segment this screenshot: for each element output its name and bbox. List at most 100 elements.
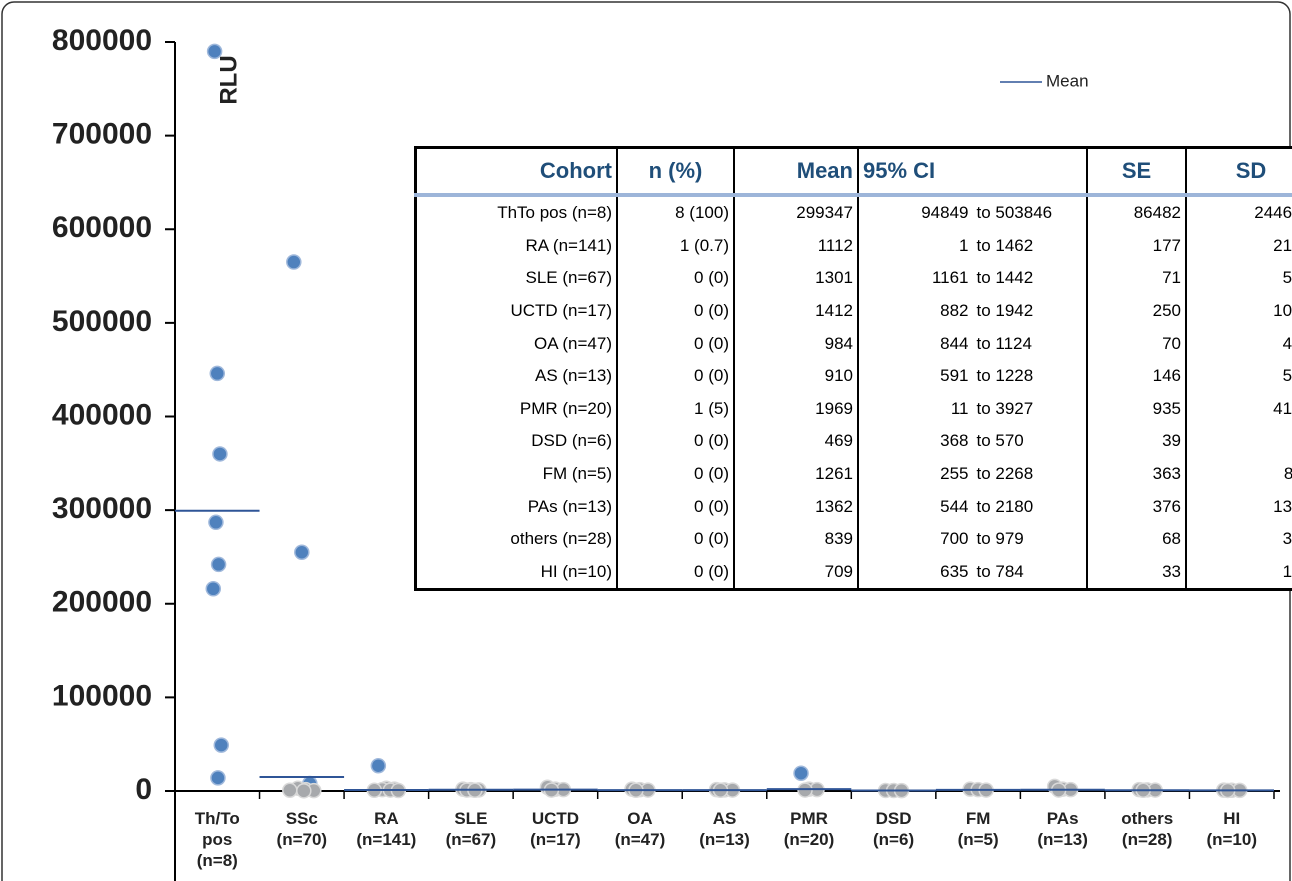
table-cell: 0 (0) xyxy=(616,490,734,523)
table-cell: SLE (n=67) xyxy=(525,268,612,288)
table-cell: 527 xyxy=(1185,359,1292,393)
table-cell: 1 (5) xyxy=(616,392,734,426)
table-cell: UCTD (n=17) xyxy=(510,301,612,321)
table-cell: 1969 xyxy=(733,392,858,426)
table-cell: 1 (0.7) xyxy=(616,229,734,263)
table-cell: 839 xyxy=(733,522,858,556)
table-cell: to 1442 xyxy=(976,268,1034,288)
table-cell: 544 xyxy=(857,490,973,523)
table-cell: ThTo pos (n=8) xyxy=(497,203,612,223)
data-point xyxy=(296,783,312,799)
table-cell: 591 xyxy=(857,359,973,393)
table-cell: to 3927 xyxy=(976,398,1034,418)
table-cell: 4183 xyxy=(1185,392,1292,426)
x-tick-line: others xyxy=(1121,809,1173,828)
table-cell: to 1462 xyxy=(976,235,1034,255)
table-cell: 910 xyxy=(733,359,858,393)
table-cell: to 979 xyxy=(976,529,1024,549)
legend-label: Mean xyxy=(1046,71,1089,90)
x-tick-line: (n=8) xyxy=(197,851,238,870)
table-cell: 11 xyxy=(857,392,973,426)
table-cell: 96 xyxy=(1185,425,1292,458)
data-point xyxy=(205,581,222,597)
table-cell: 0 (0) xyxy=(616,359,734,393)
table-cell: 1 xyxy=(857,229,973,263)
table-cell: HI (n=10) xyxy=(540,561,612,581)
x-tick-line: RA xyxy=(374,809,399,828)
table-cell: 363 xyxy=(1086,457,1186,491)
table-cell: 255 xyxy=(857,457,973,491)
table-cell: to 2180 xyxy=(976,496,1034,516)
table-cell: 0 (0) xyxy=(616,294,734,328)
table-cell: 94849 xyxy=(857,195,973,230)
table-cell: PAs (n=13) xyxy=(527,496,612,516)
table-cell: 882 xyxy=(857,294,973,328)
x-tick-label: SSc (n=70) xyxy=(277,809,328,849)
x-tick-line: SLE xyxy=(454,809,487,828)
table-cell: AS (n=13) xyxy=(534,366,612,386)
table-cell: 244609 xyxy=(1185,195,1292,230)
table-cell: 376 xyxy=(1086,490,1186,523)
table-cell: 1412 xyxy=(733,294,858,328)
data-point xyxy=(210,770,226,786)
table-cell: 1354 xyxy=(1185,490,1292,523)
data-point xyxy=(212,446,228,462)
x-tick-line: AS xyxy=(713,809,737,828)
data-point xyxy=(294,544,310,561)
x-tick-line: FM xyxy=(966,809,991,828)
table-cell: 844 xyxy=(857,327,973,360)
y-tick-label: 0 xyxy=(135,773,152,806)
table-cell: PMR (n=20) xyxy=(519,398,612,418)
x-tick-label: AS (n=13) xyxy=(699,809,750,849)
table-cell: 8 (100) xyxy=(616,195,734,230)
table-cell: OA (n=47) xyxy=(534,333,612,353)
x-tick-line: (n=17) xyxy=(530,830,581,849)
data-point xyxy=(213,737,230,753)
table-cell: 709 xyxy=(733,555,858,590)
table-cell: 359 xyxy=(1185,522,1292,556)
table-cell: 935 xyxy=(1086,392,1186,426)
y-tick-label: 700000 xyxy=(52,118,152,151)
x-tick-label: PMR (n=20) xyxy=(784,809,835,849)
table-cell: to 2268 xyxy=(976,464,1034,484)
x-tick-line: (n=28) xyxy=(1122,830,1173,849)
x-tick-line: OA xyxy=(627,809,653,828)
data-point xyxy=(208,514,224,531)
x-tick-line: UCTD xyxy=(532,809,579,828)
x-tick-line: (n=67) xyxy=(446,830,497,849)
table-cell: 577 xyxy=(1185,262,1292,295)
header-cell: Mean xyxy=(733,147,858,197)
table-cell: 177 xyxy=(1086,229,1186,263)
x-tick-label: OA (n=47) xyxy=(615,809,666,849)
table-cell: 477 xyxy=(1185,327,1292,360)
header-cell: SD xyxy=(1185,147,1292,197)
table-cell: to 784 xyxy=(976,561,1024,581)
table-cell: 469 xyxy=(733,425,858,458)
x-tick-line: (n=141) xyxy=(356,830,416,849)
table-cell: 984 xyxy=(733,327,858,360)
table-cell: 39 xyxy=(1086,425,1186,458)
table-cell: 0 (0) xyxy=(616,262,734,295)
table-cell: 105 xyxy=(1185,555,1292,590)
data-point xyxy=(282,782,298,799)
y-tick-label: 800000 xyxy=(52,24,152,57)
table-cell: to 570 xyxy=(976,431,1024,451)
x-tick-label: HI (n=10) xyxy=(1206,809,1257,849)
x-tick-line: (n=13) xyxy=(1037,830,1088,849)
x-tick-line: (n=5) xyxy=(958,830,999,849)
table-cell: to 1124 xyxy=(976,333,1032,353)
table-cell: to 1228 xyxy=(976,366,1034,386)
table-cell: DSD (n=6) xyxy=(531,431,612,451)
table-cell: others (n=28) xyxy=(510,529,612,549)
table-cell: RA (n=141) xyxy=(525,235,612,255)
header-cell: SE xyxy=(1086,147,1186,197)
y-tick-label: 200000 xyxy=(52,586,152,619)
table-cell: 1261 xyxy=(733,457,858,491)
x-tick-label: DSD (n=6) xyxy=(873,809,914,849)
table-cell: 68 xyxy=(1086,522,1186,556)
table-cell: 0 (0) xyxy=(616,425,734,458)
table-cell: FM (n=5) xyxy=(542,464,612,484)
data-point xyxy=(370,757,387,774)
x-tick-line: (n=6) xyxy=(873,830,914,849)
header-cell: n (%) xyxy=(616,147,734,197)
